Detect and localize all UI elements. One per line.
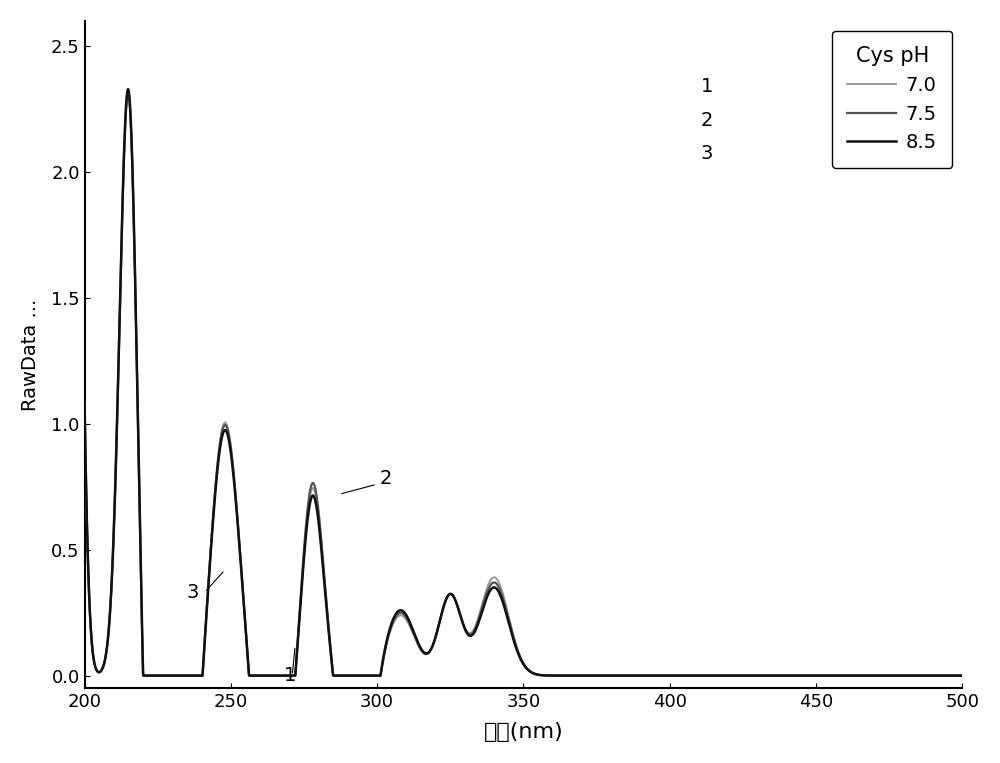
Text: 2: 2 bbox=[701, 111, 713, 130]
Text: 1: 1 bbox=[701, 77, 713, 96]
Text: 3: 3 bbox=[701, 144, 713, 163]
X-axis label: 波长(nm): 波长(nm) bbox=[483, 722, 563, 742]
Text: 1: 1 bbox=[283, 665, 296, 684]
Text: 2: 2 bbox=[380, 469, 392, 488]
Text: 3: 3 bbox=[187, 582, 199, 601]
Legend: 7.0, 7.5, 8.5: 7.0, 7.5, 8.5 bbox=[832, 31, 952, 168]
Y-axis label: RawData ...: RawData ... bbox=[21, 298, 40, 410]
